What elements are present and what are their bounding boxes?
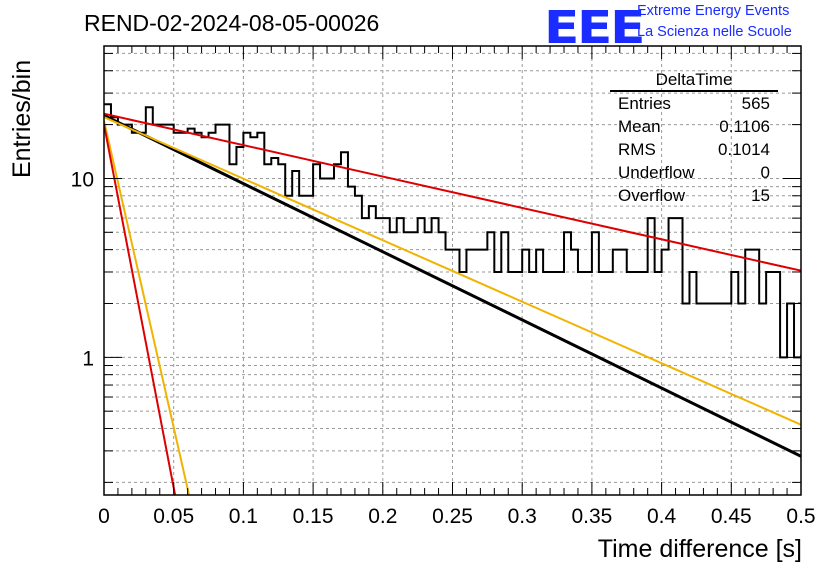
stats-value: 15 [751, 186, 770, 205]
stats-value: 0 [760, 163, 770, 182]
stats-label: Entries [618, 94, 671, 113]
stats-label: Overflow [618, 186, 686, 205]
logo-line-1: Extreme Energy Events [637, 3, 790, 19]
x-tick-label: 0.5 [786, 505, 815, 528]
eee-logo: EEE [544, 1, 645, 54]
fit-line [104, 114, 801, 458]
x-tick-label: 0 [98, 505, 110, 528]
y-tick-label: 1 [82, 347, 94, 370]
stats-row: Entries 565 [610, 92, 778, 115]
stats-label: Mean [618, 117, 661, 136]
stats-title: DeltaTime [610, 70, 778, 92]
stats-row: Mean 0.1106 [610, 115, 778, 138]
x-tick-label: 0.05 [153, 505, 194, 528]
histogram-bars [104, 103, 801, 360]
x-tick-label: 0.2 [368, 505, 397, 528]
stats-row: Overflow 15 [610, 184, 778, 207]
stats-value: 0.1106 [719, 117, 770, 136]
logo-line-2: La Scienza nelle Scuole [637, 24, 792, 40]
y-tick-label: 10 [71, 168, 94, 191]
stats-row: Underflow 0 [610, 161, 778, 184]
fit-line [104, 120, 191, 495]
x-tick-label: 0.1 [229, 505, 258, 528]
chart-title: REND-02-2024-08-05-00026 [84, 10, 380, 36]
fit-line [104, 116, 801, 426]
x-tick-label: 0.15 [293, 505, 334, 528]
x-tick-label: 0.3 [508, 505, 537, 528]
stats-value: 0.1014 [718, 140, 770, 159]
x-tick-label: 0.4 [647, 505, 677, 528]
stats-box: DeltaTime Entries 565 Mean 0.1106 RMS 0.… [610, 70, 778, 207]
stats-value: 565 [741, 94, 770, 113]
x-axis-label: Time difference [s] [597, 535, 802, 563]
stats-label: RMS [618, 140, 656, 159]
stats-label: Underflow [618, 163, 695, 182]
x-tick-label: 0.45 [711, 505, 752, 528]
fit-line [104, 124, 177, 495]
fit-line [104, 112, 801, 272]
x-tick-label: 0.25 [432, 505, 473, 528]
stats-row: RMS 0.1014 [610, 138, 778, 161]
y-axis-label: Entries/bin [8, 59, 36, 178]
x-tick-label: 0.35 [571, 505, 612, 528]
